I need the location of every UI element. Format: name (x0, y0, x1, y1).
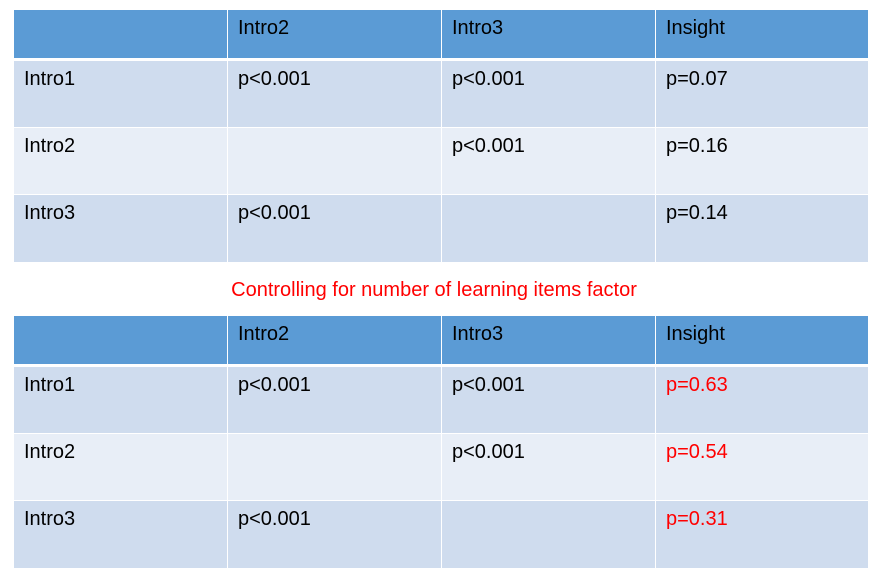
table-cell: p<0.001 (441, 367, 655, 434)
row-label: Intro2 (14, 434, 227, 501)
table-cell: p=0.07 (655, 61, 868, 128)
header-cell-insight: Insight (655, 10, 868, 61)
table-cell (227, 128, 441, 195)
table-row: Intro1 p<0.001 p<0.001 p=0.63 (14, 367, 868, 434)
row-label: Intro3 (14, 195, 227, 262)
table-row: Intro1 p<0.001 p<0.001 p=0.07 (14, 61, 868, 128)
table-cell: p<0.001 (227, 195, 441, 262)
table-row: Intro3 p<0.001 p=0.31 (14, 501, 868, 568)
header-cell-intro3: Intro3 (441, 10, 655, 61)
table-cell: p=0.14 (655, 195, 868, 262)
table-cell (227, 434, 441, 501)
table-cell: p<0.001 (227, 501, 441, 568)
controlled-caption: Controlling for number of learning items… (231, 279, 637, 301)
header-cell-corner (14, 10, 227, 61)
table-row: Intro3 p<0.001 p=0.14 (14, 195, 868, 262)
table-cell: p<0.001 (441, 61, 655, 128)
pvalue-table-uncontrolled: Intro2 Intro3 Insight Intro1 p<0.001 p<0… (14, 10, 868, 262)
header-cell-insight: Insight (655, 316, 868, 367)
table-cell-highlighted: p=0.54 (655, 434, 868, 501)
table-cell: p<0.001 (227, 367, 441, 434)
table-row: Intro2 p<0.001 p=0.54 (14, 434, 868, 501)
table-cell: p<0.001 (441, 128, 655, 195)
table-cell (441, 501, 655, 568)
header-cell-intro2: Intro2 (227, 10, 441, 61)
header-cell-intro2: Intro2 (227, 316, 441, 367)
table-header-row: Intro2 Intro3 Insight (14, 316, 868, 367)
pvalue-table-controlled: Intro2 Intro3 Insight Intro1 p<0.001 p<0… (14, 316, 868, 568)
table-cell-highlighted: p=0.31 (655, 501, 868, 568)
table-row: Intro2 p<0.001 p=0.16 (14, 128, 868, 195)
row-label: Intro1 (14, 61, 227, 128)
row-label: Intro1 (14, 367, 227, 434)
table-cell: p=0.16 (655, 128, 868, 195)
header-cell-intro3: Intro3 (441, 316, 655, 367)
table-cell (441, 195, 655, 262)
row-label: Intro3 (14, 501, 227, 568)
table-cell-highlighted: p=0.63 (655, 367, 868, 434)
table-header-row: Intro2 Intro3 Insight (14, 10, 868, 61)
row-label: Intro2 (14, 128, 227, 195)
table-cell: p<0.001 (441, 434, 655, 501)
table-cell: p<0.001 (227, 61, 441, 128)
header-cell-corner (14, 316, 227, 367)
